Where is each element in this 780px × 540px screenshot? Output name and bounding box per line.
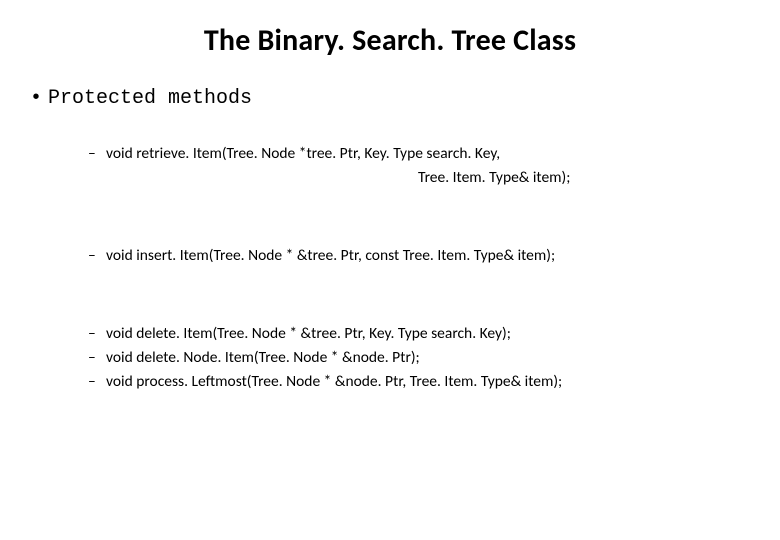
method-group: –void delete. Item(Tree. Node * &tree. P… — [88, 322, 780, 394]
section-heading-text: Protected methods — [48, 87, 252, 110]
method-group: –void insert. Item(Tree. Node * &tree. P… — [88, 244, 780, 268]
section-heading: •Protected methods — [30, 87, 780, 110]
method-signature: void process. Leftmost(Tree. Node * &nod… — [106, 372, 562, 391]
dash-marker: – — [88, 346, 106, 370]
method-signature: void retrieve. Item(Tree. Node *tree. Pt… — [106, 144, 500, 163]
slide: The Binary. Search. Tree Class •Protecte… — [0, 22, 780, 540]
method-line-continuation: Tree. Item. Type& item); — [418, 166, 780, 190]
method-line: –void delete. Item(Tree. Node * &tree. P… — [88, 322, 780, 346]
method-line: –void insert. Item(Tree. Node * &tree. P… — [88, 244, 780, 268]
method-line: –void retrieve. Item(Tree. Node *tree. P… — [88, 142, 780, 166]
slide-title: The Binary. Search. Tree Class — [0, 22, 780, 59]
method-signature: void delete. Item(Tree. Node * &tree. Pt… — [106, 324, 511, 343]
dash-marker: – — [88, 322, 106, 346]
method-signature: void insert. Item(Tree. Node * &tree. Pt… — [106, 246, 555, 265]
dash-marker: – — [88, 244, 106, 268]
method-group: –void retrieve. Item(Tree. Node *tree. P… — [88, 142, 780, 190]
method-list: –void retrieve. Item(Tree. Node *tree. P… — [0, 142, 780, 394]
method-signature: void delete. Node. Item(Tree. Node * &no… — [106, 348, 420, 367]
method-line: –void delete. Node. Item(Tree. Node * &n… — [88, 346, 780, 370]
dash-marker: – — [88, 370, 106, 394]
bullet-marker: • — [30, 87, 48, 110]
method-line: –void process. Leftmost(Tree. Node * &no… — [88, 370, 780, 394]
dash-marker: – — [88, 142, 106, 166]
